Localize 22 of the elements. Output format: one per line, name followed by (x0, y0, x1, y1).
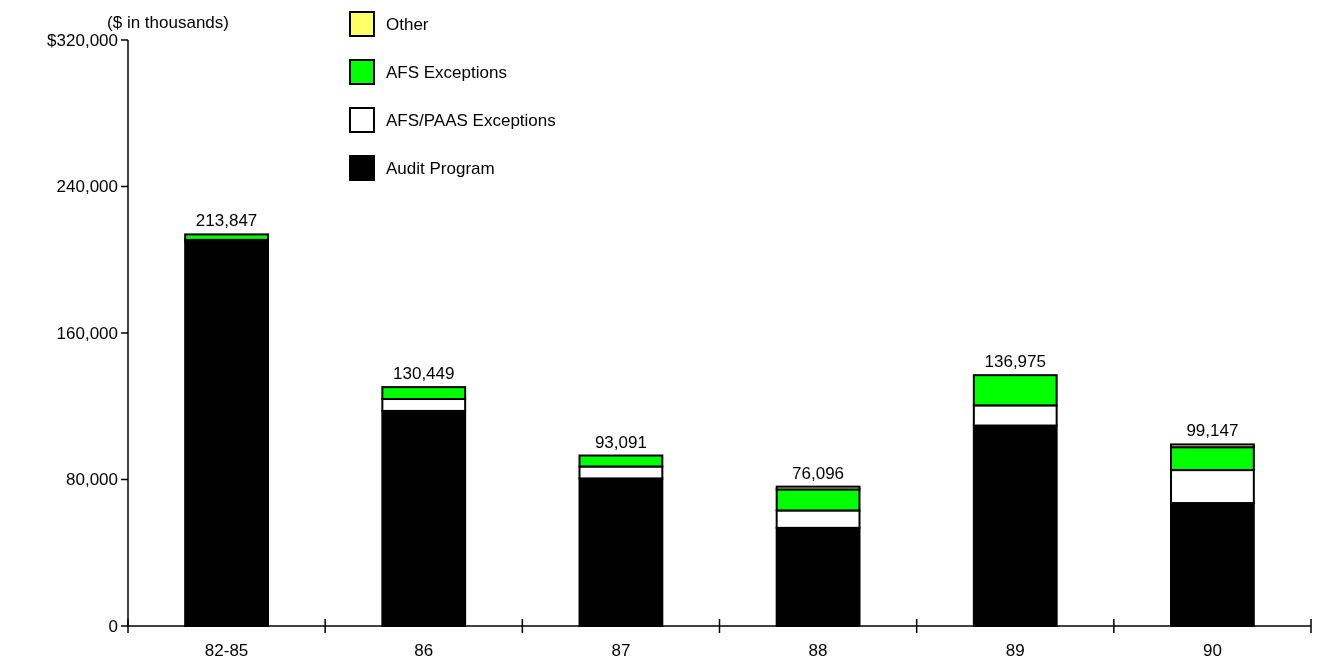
total-label: 136,975 (984, 352, 1046, 372)
x-tick-label: 87 (611, 641, 631, 660)
total-label: 76,096 (792, 463, 845, 483)
x-tick-label: 88 (808, 641, 828, 660)
x-tick-label: 89 (1005, 641, 1025, 660)
y-tick-label: 0 (108, 616, 118, 636)
legend-label: Other (386, 14, 429, 34)
x-tick-label: 82-85 (204, 641, 249, 660)
y-tick-label: 80,000 (66, 470, 118, 490)
y-tick-label: $320,000 (47, 30, 118, 50)
total-label: 99,147 (1186, 421, 1239, 441)
legend-label: AFS/PAAS Exceptions (386, 110, 556, 130)
total-label: 130,449 (393, 364, 455, 384)
legend-label: Audit Program (386, 158, 495, 178)
text: ($ in thousands) (107, 13, 229, 32)
x-tick-label: 86 (414, 641, 434, 660)
total-label: 93,091 (594, 432, 647, 452)
x-tick-label: 90 (1202, 641, 1222, 660)
y-tick-label: 240,000 (56, 177, 118, 197)
total-label: 213,847 (195, 211, 258, 231)
legend-label: AFS Exceptions (386, 62, 507, 82)
y-tick-label: 160,000 (56, 323, 118, 343)
